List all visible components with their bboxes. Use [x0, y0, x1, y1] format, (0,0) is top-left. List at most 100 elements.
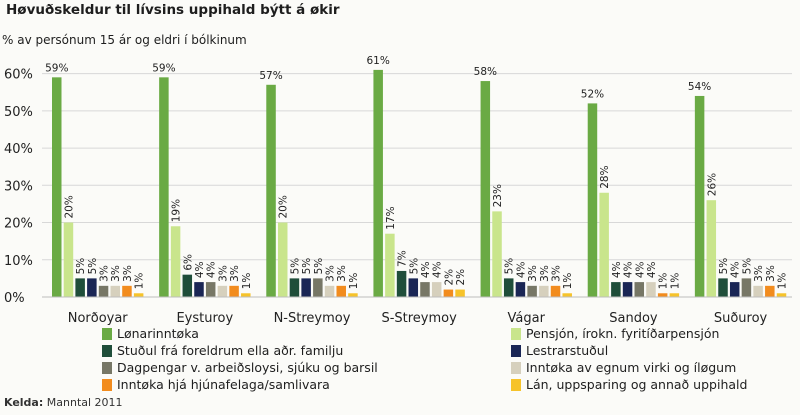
data-label: 1%: [669, 273, 681, 290]
bar: [348, 293, 358, 297]
chart-title: Høvuðskeldur til lívsins uppihald býtt á…: [6, 2, 340, 18]
legend-item: Pensjón, írokn. fyritíðarpensjón: [511, 326, 719, 341]
bar: [443, 289, 454, 297]
data-label: 5%: [75, 258, 87, 275]
bar: [694, 95, 705, 297]
bar: [562, 293, 572, 297]
legend-item: Inntøka av egnum virki og íløgum: [511, 360, 736, 375]
legend-item: Dagpengar v. arbeiðsloysi, sjúku og bars…: [102, 360, 378, 375]
bar: [646, 282, 656, 297]
legend-item: Inntøka hjá hjúnafelaga/samlivara: [102, 377, 330, 392]
bar: [217, 285, 228, 297]
legend-swatch: [102, 344, 112, 357]
data-label: 4%: [646, 261, 658, 278]
bar: [324, 285, 335, 297]
bar: [385, 233, 395, 297]
data-label: 7%: [397, 250, 409, 267]
data-label: 4%: [623, 261, 635, 278]
data-label: 3%: [122, 265, 134, 282]
bar: [776, 293, 787, 297]
data-label: 5%: [87, 258, 99, 275]
legend-label: Lán, uppsparing og annað uppihald: [526, 377, 748, 392]
legend-swatch: [511, 344, 521, 357]
legend-item: Lestrarstuðul: [511, 343, 608, 358]
data-label: 20%: [278, 195, 290, 218]
data-label: 5%: [504, 258, 516, 275]
data-label: 5%: [718, 258, 730, 275]
legend-swatch: [102, 361, 112, 374]
data-label: 5%: [741, 258, 753, 275]
data-label: 54%: [688, 81, 711, 93]
data-label: 1%: [777, 273, 789, 290]
legend-label: Lestrarstuðul: [526, 343, 609, 358]
source-note: Kelda: Manntal 2011: [4, 396, 123, 409]
data-label: 5%: [301, 258, 313, 275]
bar: [122, 285, 132, 297]
bar: [266, 84, 276, 298]
data-label: 3%: [229, 265, 241, 282]
y-tick-label: 40%: [4, 142, 33, 157]
bar: [503, 278, 514, 297]
x-tick-label: N-Streymoy: [274, 311, 351, 326]
bar: [336, 285, 346, 297]
data-label: 3%: [325, 265, 337, 282]
bar: [718, 278, 728, 297]
source-value: Manntal 2011: [46, 396, 123, 409]
bar: [741, 278, 752, 297]
data-label: 59%: [152, 62, 175, 74]
legend-item: Stuðul frá foreldrum ella aðr. familju: [102, 343, 343, 358]
data-label: 4%: [194, 261, 206, 278]
data-label: 17%: [385, 206, 397, 229]
x-tick-label: Norðoyar: [68, 311, 129, 326]
data-label: 3%: [527, 265, 539, 282]
bar: [657, 293, 668, 297]
data-label: 3%: [753, 265, 765, 282]
data-label: 3%: [110, 265, 122, 282]
bar: [133, 293, 144, 297]
bar: [313, 278, 323, 297]
legend-label: Stuðul frá foreldrum ella aðr. familju: [117, 343, 344, 358]
legend-label: Inntøka av egnum virki og íløgum: [526, 360, 737, 375]
bar: [241, 293, 251, 297]
data-label: 1%: [348, 273, 360, 290]
data-label: 4%: [515, 261, 527, 278]
bar: [431, 282, 442, 297]
bar: [182, 274, 193, 297]
data-label: 5%: [313, 258, 325, 275]
bar: [515, 282, 526, 297]
legend-label: Pensjón, írokn. fyritíðarpensjón: [526, 326, 720, 341]
y-tick-label: 30%: [4, 179, 33, 194]
x-tick-label: S-Streymoy: [381, 311, 457, 326]
bar: [669, 293, 680, 297]
data-label: 4%: [206, 261, 218, 278]
data-label: 59%: [45, 62, 68, 74]
source-label: Kelda:: [4, 396, 44, 409]
legend-swatch: [511, 378, 521, 391]
data-label: 1%: [562, 273, 574, 290]
x-tick-label: Eysturoy: [176, 311, 233, 326]
bar: [396, 270, 407, 297]
bar: [492, 211, 502, 297]
data-label: 4%: [634, 261, 646, 278]
y-tick-label: 60%: [4, 68, 33, 83]
data-label: 4%: [611, 261, 623, 278]
bar: [622, 282, 633, 297]
data-label: 20%: [63, 195, 75, 218]
data-label: 5%: [408, 258, 420, 275]
legend-item: Lán, uppsparing og annað uppihald: [511, 377, 747, 392]
data-label: 2%: [455, 269, 467, 286]
bar: [420, 282, 430, 297]
bar: [373, 69, 383, 298]
y-tick-label: 20%: [4, 217, 33, 232]
bar: [52, 77, 62, 297]
data-label: 3%: [217, 265, 229, 282]
data-label: 57%: [259, 70, 282, 82]
bar: [205, 282, 216, 297]
bar: [194, 282, 204, 297]
bar: [706, 200, 717, 297]
bar: [527, 285, 537, 297]
x-tick-label: Vágar: [508, 311, 546, 326]
bar: [159, 77, 169, 297]
x-tick-label: Sandoy: [609, 311, 658, 326]
